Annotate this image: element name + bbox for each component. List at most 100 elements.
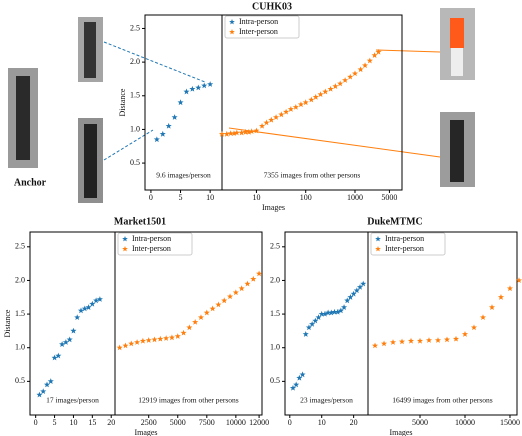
legend-label: Intra-person (132, 234, 171, 243)
x-tick-label: 10 (206, 193, 214, 202)
legend-label: Inter-person (239, 27, 278, 36)
legend-marker (122, 236, 128, 242)
y-axis-label: Distance (3, 309, 12, 337)
point (116, 344, 123, 351)
point (93, 297, 100, 304)
chart-title: Market1501 (114, 216, 166, 227)
point (165, 122, 172, 129)
point (312, 93, 319, 100)
legend-label: Inter-person (132, 244, 171, 253)
point (337, 307, 344, 314)
point (77, 307, 85, 314)
legend-marker (122, 246, 128, 252)
point (139, 337, 146, 344)
point (221, 297, 228, 304)
point (183, 88, 190, 95)
point (168, 334, 175, 341)
connector (103, 129, 154, 161)
person (84, 124, 97, 198)
point (353, 287, 360, 294)
legend-box (370, 232, 446, 256)
point (96, 296, 103, 302)
x-axis-label: Images (134, 428, 157, 436)
point (398, 338, 406, 345)
point (209, 305, 216, 312)
point (375, 48, 382, 55)
point (43, 381, 51, 388)
point (470, 324, 478, 331)
point (218, 130, 226, 137)
point (215, 301, 222, 308)
point (47, 378, 54, 384)
y-tick-label: 1.5 (270, 309, 280, 318)
point (197, 314, 205, 321)
point (62, 339, 69, 345)
point (59, 341, 66, 347)
x-tick-label: 5000 (170, 418, 186, 427)
y-tick-label: 1.0 (270, 343, 280, 352)
y-tick-label: 1.0 (15, 343, 25, 352)
connector (103, 41, 206, 83)
point (293, 381, 300, 388)
point (192, 318, 199, 325)
y-tick-label: 1.0 (130, 124, 140, 133)
point (297, 101, 304, 108)
x-tick-label: 0 (34, 418, 38, 427)
point (151, 336, 158, 343)
point (425, 337, 433, 343)
point (245, 128, 252, 135)
point (315, 314, 322, 321)
point (189, 85, 196, 92)
point (278, 111, 285, 118)
point (122, 342, 129, 349)
y-tick-label: 1.5 (15, 309, 25, 318)
x-tick-label: 15000 (500, 418, 520, 427)
legend-marker (375, 246, 381, 252)
point (263, 119, 270, 126)
x-tick-label: 0 (149, 193, 153, 202)
point (55, 352, 62, 359)
point (309, 320, 316, 327)
point (153, 136, 160, 143)
point (287, 106, 294, 112)
y-tick-label: 2.0 (270, 275, 280, 284)
point (259, 122, 266, 129)
x-tick-label: 10 (69, 418, 77, 427)
point (70, 327, 77, 334)
point (434, 337, 442, 343)
point (195, 84, 202, 91)
point (227, 130, 234, 137)
point (479, 314, 487, 321)
annotation: 23 images/person (300, 396, 353, 405)
y-tick-label: 0.5 (270, 376, 280, 385)
point (244, 280, 251, 287)
point (250, 275, 257, 282)
point (334, 308, 341, 315)
point (302, 331, 309, 337)
point (177, 99, 184, 106)
point (350, 290, 357, 297)
point (407, 337, 415, 344)
point (347, 294, 354, 300)
point (159, 130, 166, 137)
point (308, 96, 315, 103)
point (51, 354, 58, 361)
point (145, 337, 152, 343)
anchor-person (16, 76, 30, 160)
point (344, 297, 351, 304)
point (389, 339, 397, 345)
y-tick-label: 1.5 (130, 91, 140, 100)
point (203, 309, 210, 316)
x-tick-label: 10000 (455, 418, 475, 427)
y-tick-label: 2.0 (15, 275, 25, 284)
point (341, 304, 348, 310)
point (452, 335, 460, 342)
point (253, 127, 260, 134)
point (356, 283, 364, 290)
point (81, 305, 88, 312)
point (171, 114, 178, 120)
point (371, 342, 379, 349)
point (331, 308, 338, 315)
annotation: 16499 images from other persons (392, 396, 492, 405)
legend-box (224, 15, 300, 39)
